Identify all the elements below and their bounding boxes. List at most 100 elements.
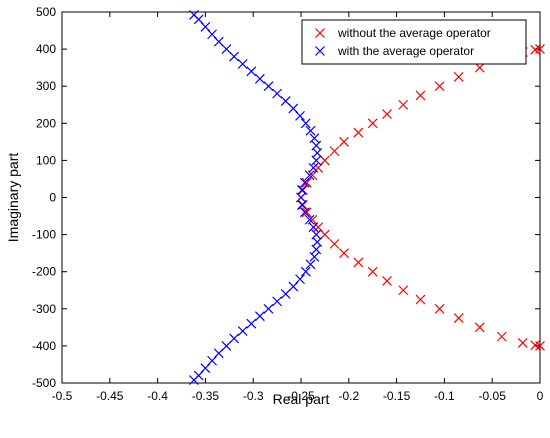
x-tick-label: -0.2 (338, 389, 359, 403)
data-point (496, 331, 507, 342)
data-point (288, 281, 299, 292)
data-point (280, 289, 291, 299)
data-point (304, 214, 315, 225)
data-point (308, 222, 319, 233)
legend-entry-without-average: without the average operator (315, 26, 491, 40)
data-point (263, 81, 274, 92)
legend-marker-x-red (315, 28, 325, 38)
data-point (398, 99, 409, 110)
x-tick-label: -0.25 (287, 389, 315, 403)
data-point (304, 170, 315, 181)
x-tick-label: -0.15 (383, 389, 411, 403)
data-point (415, 294, 426, 305)
data-point (297, 199, 307, 210)
data-point (246, 318, 257, 329)
y-tick-label: 500 (36, 5, 56, 19)
data-point (237, 326, 248, 336)
data-point (272, 88, 283, 99)
data-point (453, 313, 464, 323)
data-point (229, 333, 240, 344)
legend-box (301, 19, 527, 65)
data-point (329, 238, 340, 249)
x-axis: -0.5 -0.45 -0.4 -0.35 -0.3 -0.25 -0.2 -0.15 -0.1… (52, 12, 544, 403)
data-point (339, 136, 349, 147)
data-point (311, 140, 322, 151)
data-point (367, 118, 378, 129)
data-point (189, 10, 199, 20)
legend-marker-x-blue (315, 46, 325, 56)
data-point (297, 185, 308, 196)
y-tick-label: 400 (36, 42, 56, 56)
x-tick-label: -0.35 (192, 389, 220, 403)
legend-label-with-average: with the average operator (337, 44, 474, 58)
y-tick-label: -100 (32, 228, 56, 242)
x-tick-label: -0.1 (434, 389, 455, 403)
data-point (299, 207, 310, 218)
data-point (280, 96, 291, 106)
data-point (305, 125, 316, 136)
data-point (272, 296, 283, 307)
data-point (434, 81, 445, 92)
data-point (300, 118, 311, 129)
x-tick-label: -0.3 (243, 389, 264, 403)
data-point (299, 177, 310, 188)
data-point (319, 229, 330, 240)
data-point (367, 266, 378, 277)
data-point (308, 162, 319, 173)
data-point (398, 285, 409, 296)
y-tick-label: -500 (32, 376, 56, 390)
data-point (329, 146, 340, 157)
data-point (221, 340, 232, 351)
data-point (353, 257, 364, 268)
data-point (474, 62, 485, 73)
data-point (319, 155, 330, 166)
legend-entry-with-average: with the average operator (315, 44, 474, 58)
data-point (254, 73, 265, 84)
data-point (382, 276, 392, 286)
legend-label-without-average: without the average operator (337, 26, 491, 40)
data-point (246, 66, 257, 77)
data-point (229, 51, 240, 62)
data-point (353, 127, 364, 138)
x-tick-label: -0.5 (52, 389, 73, 403)
series-layer (189, 10, 545, 385)
data-point (189, 375, 199, 385)
data-point (263, 303, 274, 314)
data-point (309, 133, 320, 144)
x-tick-label: 0 (537, 389, 544, 403)
data-point (517, 338, 528, 348)
x-tick-label: -0.45 (96, 389, 124, 403)
data-point (301, 207, 312, 218)
legend: without the average operator with the av… (301, 19, 527, 65)
y-tick-label: -400 (32, 339, 56, 353)
data-point (300, 266, 311, 277)
series-with-average (189, 10, 323, 385)
data-point (453, 72, 464, 82)
y-tick-label: -300 (32, 302, 56, 316)
y-axis: 500 400 300 200 100 0 -100 -200 -300 -400 -500 (32, 5, 540, 390)
y-axis-label: Imaginary part (5, 153, 21, 243)
y-tick-label: 200 (36, 116, 56, 130)
data-point (221, 44, 232, 55)
x-axis-label: Real part (273, 391, 330, 407)
data-point (415, 90, 426, 101)
data-point (311, 244, 322, 255)
data-point (254, 311, 265, 322)
data-point (301, 177, 312, 188)
data-point (339, 248, 349, 259)
y-tick-label: 300 (36, 79, 56, 93)
data-point (305, 259, 316, 270)
data-point (288, 103, 299, 114)
data-point (309, 251, 320, 262)
y-tick-label: 100 (36, 153, 56, 167)
x-tick-label: -0.05 (479, 389, 507, 403)
y-tick-label: -200 (32, 265, 56, 279)
data-point (382, 109, 392, 119)
data-point (474, 322, 485, 333)
x-tick-label: -0.4 (147, 389, 168, 403)
data-point (237, 59, 248, 69)
data-point (434, 303, 445, 314)
data-point (297, 185, 307, 196)
data-point (297, 199, 308, 210)
